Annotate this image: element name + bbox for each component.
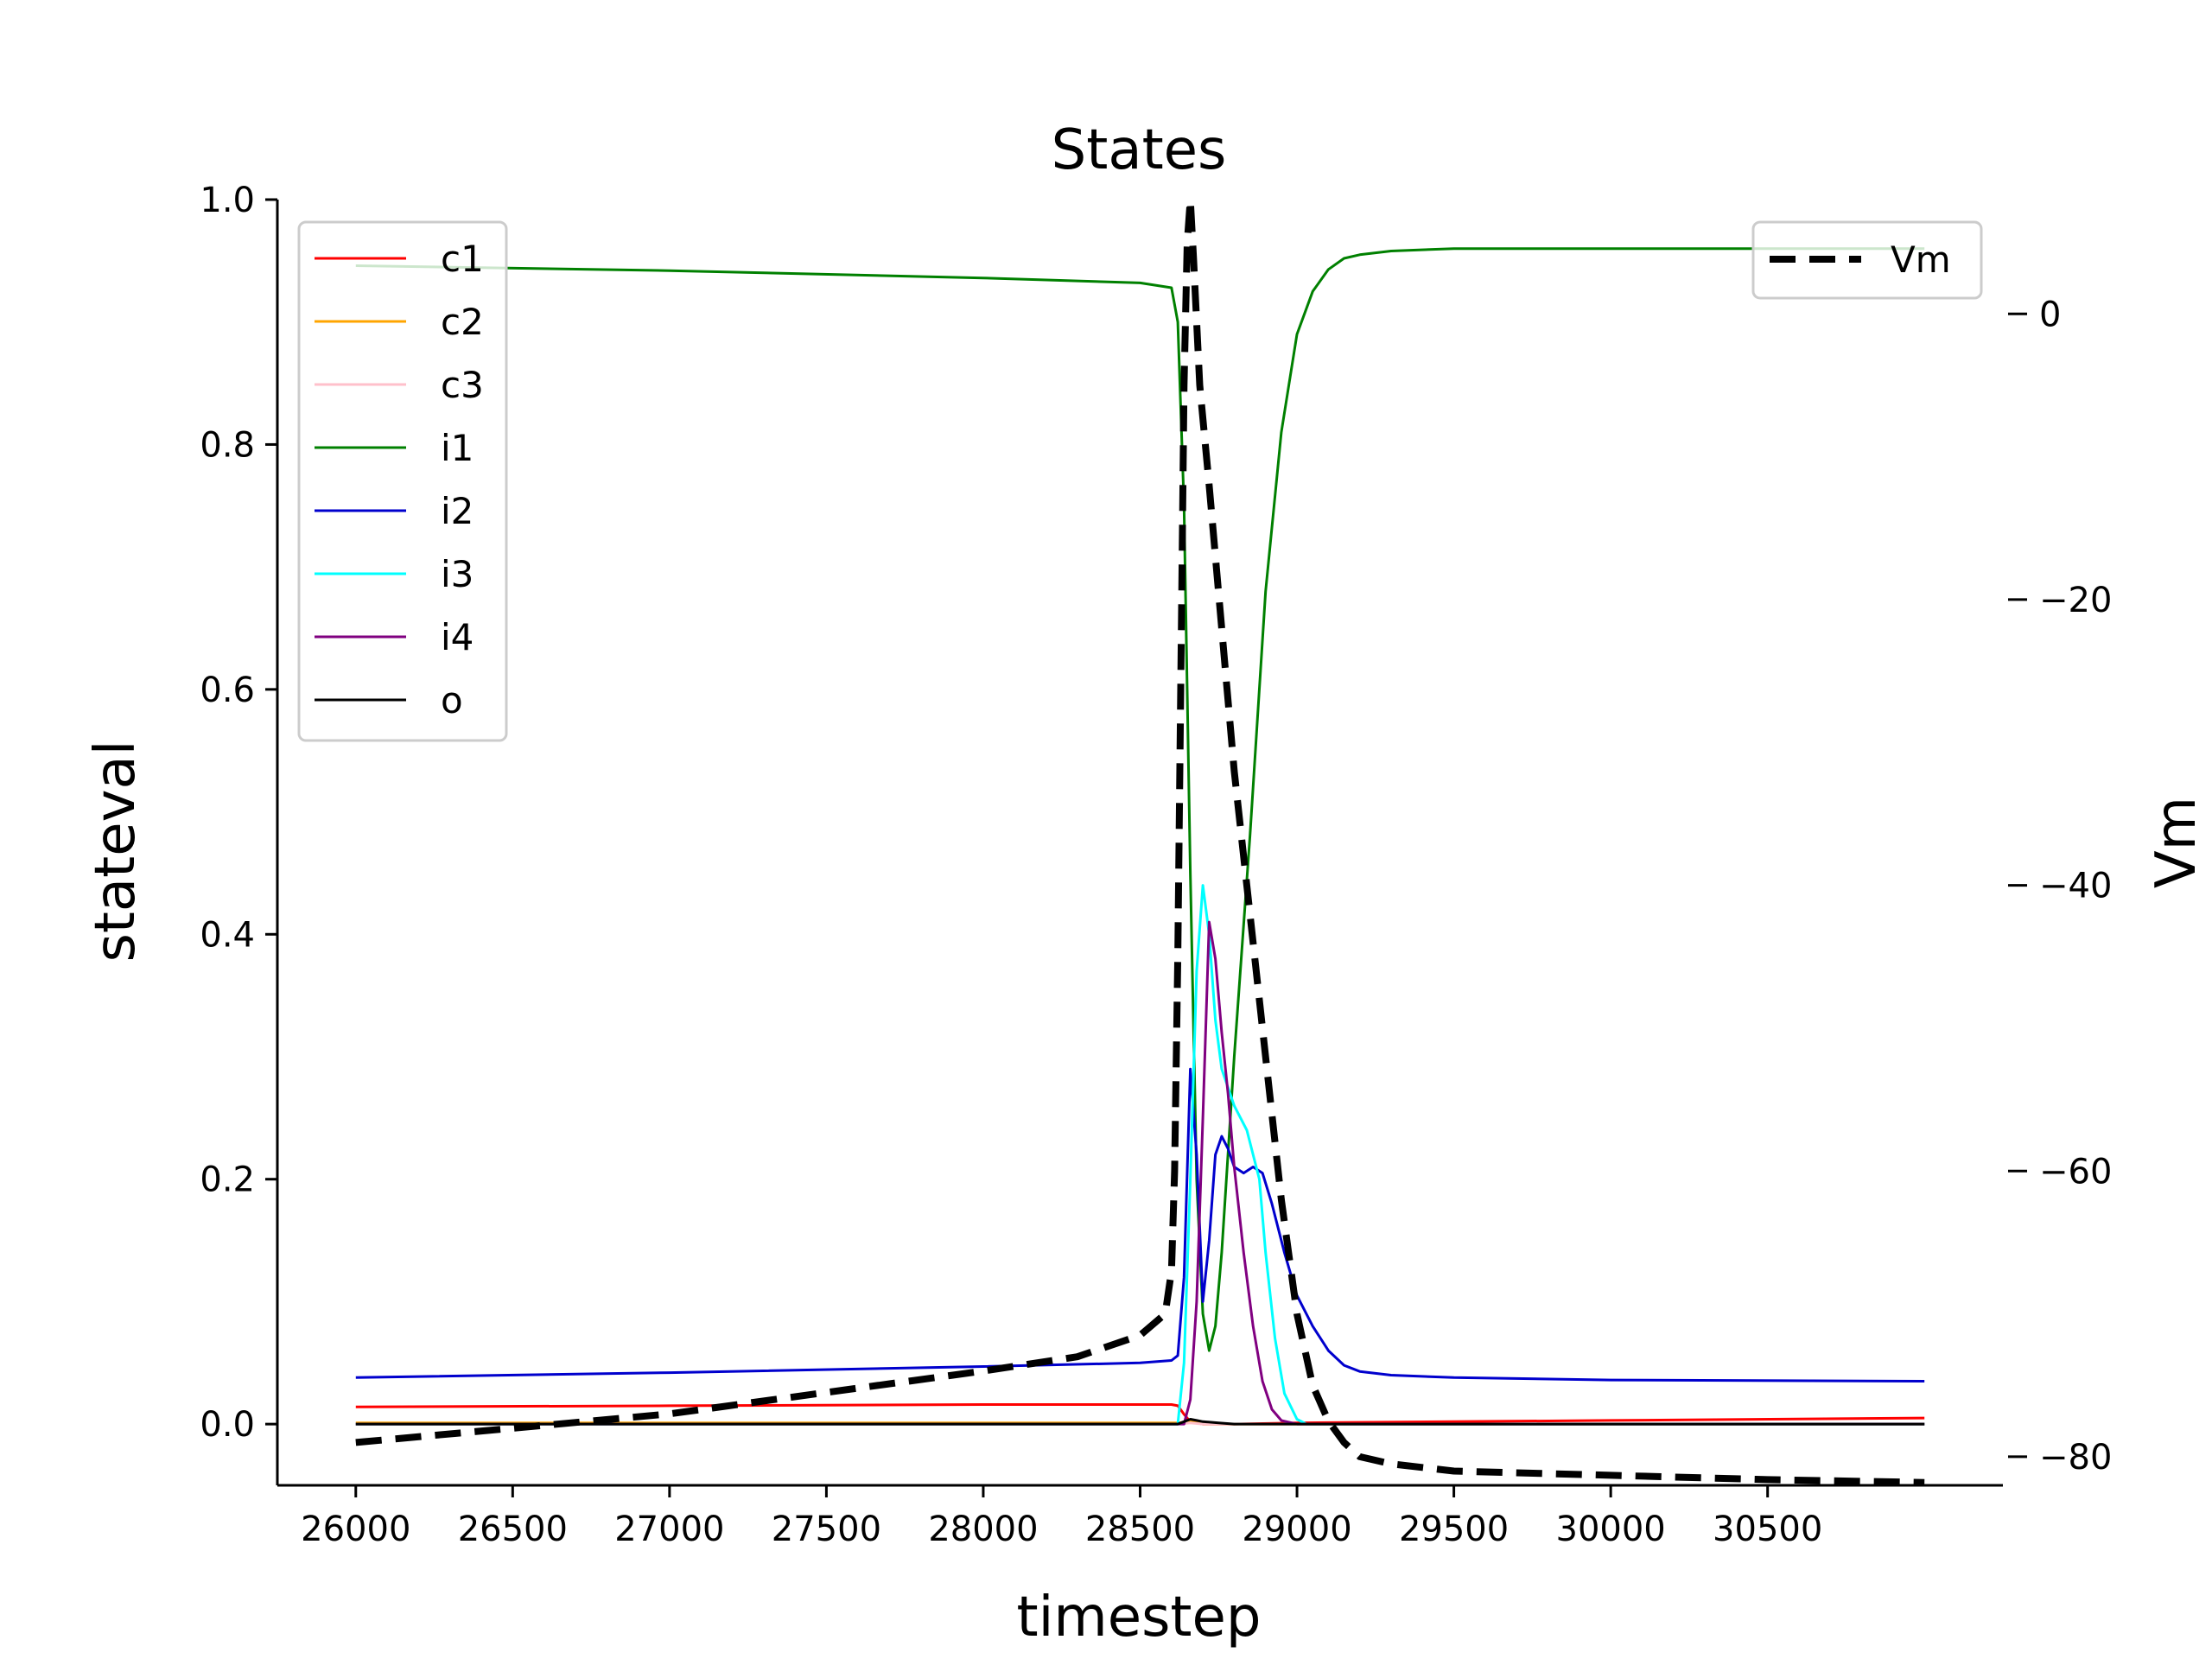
series-line-vm (355, 196, 1925, 1485)
x-tick-label: 26500 (458, 1510, 568, 1549)
series-line-i1 (355, 247, 1925, 1352)
y2-axis-label: Vm (2145, 797, 2209, 888)
y2-tick-label: −60 (2039, 1152, 2112, 1192)
x-ticks: 26000 26500 27000 27500 28000 28500 29000 29500… (301, 1485, 1822, 1549)
y2-tick-label: −40 (2039, 867, 2112, 906)
x-tick-label: 30500 (1713, 1510, 1822, 1549)
legend-label-o: o (441, 679, 463, 721)
series-layer (355, 196, 1925, 1485)
x-axis-label: timestep (1016, 1586, 1261, 1649)
legend-right-frame (1751, 220, 1983, 300)
legend-left-frame (297, 220, 508, 742)
chart-title: States (1052, 118, 1227, 182)
x-tick-label: 28000 (928, 1510, 1038, 1549)
x-tick-label: 27500 (772, 1510, 881, 1549)
y-tick-label: 0.2 (200, 1160, 255, 1200)
legend-label-i2: i2 (441, 490, 474, 532)
legend-left: c1 c2 c3 i1 i2 i3 i4 o (297, 220, 508, 742)
x-tick-label: 29500 (1399, 1510, 1509, 1549)
legend-label-c2: c2 (441, 301, 484, 343)
y-tick-label: 1.0 (200, 181, 255, 220)
y-tick-label: 0.0 (200, 1405, 255, 1445)
y2-tick-label: −20 (2039, 581, 2112, 620)
legend-label-c3: c3 (441, 364, 484, 406)
x-tick-label: 26000 (301, 1510, 410, 1549)
x-tick-label: 30000 (1556, 1510, 1666, 1549)
legend-label-vm: Vm (1891, 238, 1951, 281)
x-tick-label: 29000 (1242, 1510, 1351, 1549)
legend-left-entries: c1 c2 c3 i1 i2 i3 i4 o (315, 238, 484, 721)
legend-right: Vm (1751, 220, 1983, 300)
y2-tick-label: 0 (2039, 295, 2061, 334)
legend-label-i1: i1 (441, 427, 474, 469)
x-tick-label: 27000 (614, 1510, 724, 1549)
legend-label-i4: i4 (441, 616, 474, 658)
y-tick-label: 0.4 (200, 915, 255, 955)
legend-label-c1: c1 (441, 238, 484, 280)
y2-tick-label: −80 (2039, 1438, 2112, 1478)
legend-label-i3: i3 (441, 553, 474, 595)
x-tick-label: 28500 (1085, 1510, 1195, 1549)
series-line-i4 (355, 920, 1925, 1426)
y-tick-label: 0.8 (200, 425, 255, 465)
y-ticks: 0.0 0.2 0.4 0.6 0.8 1.0 (200, 181, 277, 1445)
y-tick-label: 0.6 (200, 671, 255, 710)
y-axis-label: stateval (84, 741, 148, 963)
series-line-o (355, 1418, 1925, 1426)
legend-right-entries: Vm (1770, 238, 1951, 281)
y2-ticks: 0 −20 −40 −60 −80 (2008, 295, 2112, 1478)
